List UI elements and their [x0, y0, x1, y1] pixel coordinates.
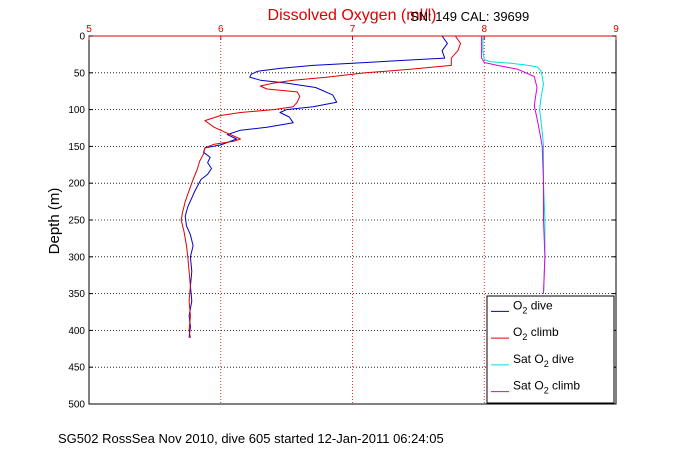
y-tick-label: 150 — [68, 142, 85, 153]
y-tick-label: 200 — [68, 179, 85, 190]
footer-caption: SG502 RossSea Nov 2010, dive 605 started… — [58, 431, 444, 446]
legend-label-o2-climb: O2 climb — [513, 325, 559, 342]
x-tick-label: 7 — [350, 24, 356, 35]
x-tick-label: 8 — [481, 24, 487, 35]
y-tick-label: 500 — [68, 400, 85, 411]
chart-title: Dissolved Oxygen (ml/l) — [268, 7, 437, 24]
legend: O2 dive O2 climb Sat O2 dive Sat O2 climb — [486, 295, 615, 404]
legend-label-sat-o2-dive: Sat O2 dive — [513, 352, 574, 369]
legend-label-o2-dive: O2 dive — [513, 298, 553, 315]
series-line-o2-climb — [180, 35, 461, 338]
grid — [89, 36, 616, 404]
y-tick-label: 300 — [68, 252, 85, 263]
y-tick-label: 100 — [68, 105, 85, 116]
y-tick-label: 400 — [68, 326, 85, 337]
series — [180, 35, 546, 338]
y-tick-label: 350 — [68, 289, 85, 300]
series-line-sat-o2-climb — [481, 36, 546, 294]
x-tick-label: 9 — [613, 24, 619, 35]
y-tick-label: 50 — [74, 68, 86, 79]
y-tick-label: 250 — [68, 216, 85, 227]
legend-label-sat-o2-climb: Sat O2 climb — [513, 379, 580, 396]
y-axis-label: Depth (m) — [46, 188, 63, 255]
legend-box — [486, 295, 615, 404]
y-tick-label: 450 — [68, 363, 85, 374]
x-tick-label: 6 — [218, 24, 224, 35]
calibration-label: SN: 149 CAL: 39699 — [410, 9, 529, 24]
y-tick-label: 0 — [79, 32, 85, 43]
series-line-o2-dive — [184, 35, 448, 338]
ticks: 5 6 7 8 9 0 50 100 150 200 250 300 350 400 450 500 — [68, 24, 619, 411]
x-tick-label: 5 — [86, 24, 92, 35]
